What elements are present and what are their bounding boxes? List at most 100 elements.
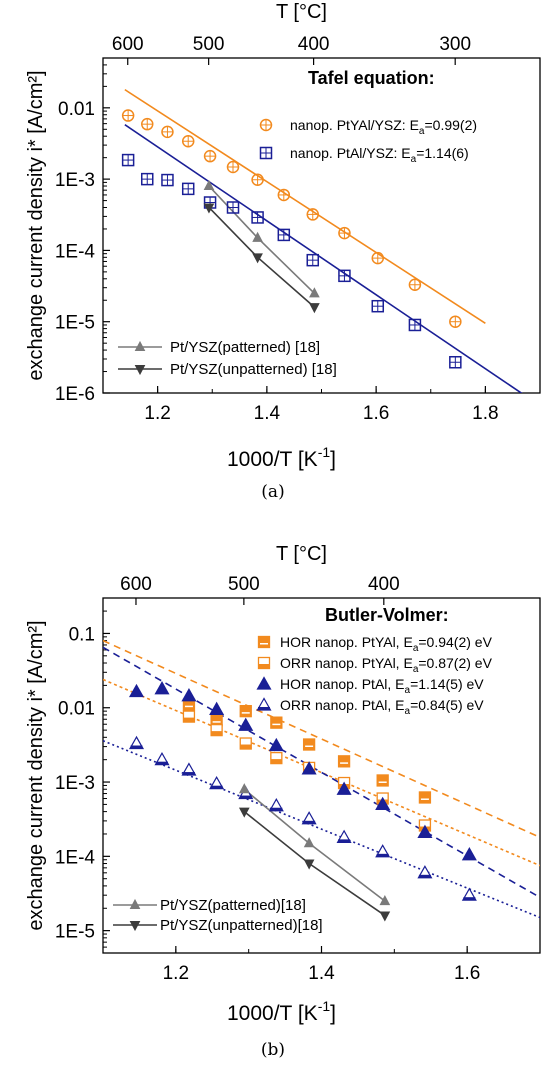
y-tick-label: 0.01 (58, 99, 95, 120)
data-point (140, 117, 154, 131)
top-tick-label: 500 (228, 574, 260, 595)
data-point (181, 182, 195, 196)
data-point (309, 303, 320, 314)
legend-label: HOR nanop. PtYAl, Ea=0.94(2) eV (280, 634, 493, 654)
legend-marker (259, 118, 273, 132)
marker-triangle-down (203, 203, 215, 214)
x-tick-label: 1.6 (363, 403, 389, 424)
marker-half (240, 744, 252, 750)
data-point (181, 688, 197, 702)
legend-marker (259, 146, 273, 160)
data-point (161, 173, 174, 187)
data-point (371, 251, 385, 265)
marker-triangle-up (309, 287, 320, 298)
data-point (309, 287, 320, 298)
top-axis-title: T [°C] (276, 1, 327, 23)
marker-stripe (420, 798, 429, 800)
x-axis-title-end: ] (330, 1002, 336, 1025)
marker-triangle-up (134, 340, 146, 351)
marker-triangle-up (238, 783, 250, 794)
top-tick-label: 600 (112, 34, 144, 55)
y-tick-label: 1E-6 (55, 384, 95, 405)
data-point (449, 315, 462, 328)
marker-half (463, 897, 476, 901)
marker-half (211, 731, 223, 736)
data-point (301, 811, 317, 825)
legend-label-sub: a (413, 664, 419, 675)
data-point (337, 755, 351, 768)
top-axis-title: T [°C] (276, 543, 327, 565)
data-point (375, 844, 391, 858)
y-axis-title: exchange current density i* [A/cm²] (25, 70, 47, 380)
legend-label-value: =0.87(2) eV (418, 655, 492, 671)
top-tick-label: 400 (368, 574, 400, 595)
legend-label: HOR nanop. PtAl, Ea=1.14(5) eV (280, 676, 484, 696)
marker-half (258, 707, 270, 710)
top-tick-label: 300 (439, 34, 471, 55)
data-point (181, 762, 197, 776)
data-point (303, 859, 315, 870)
data-point (210, 723, 223, 737)
x-axis-title: 1000/T [K-1] (227, 444, 336, 471)
legend-marker (129, 898, 141, 909)
legend-label-value: =1.14(5) eV (410, 676, 484, 692)
legend-marker (129, 921, 141, 932)
marker-half (376, 853, 389, 857)
marker-triangle-up (379, 895, 391, 906)
y-axis-title: exchange current density i* [A/cm²] (25, 620, 47, 930)
legend-label: nanop. PtYAl/YSZ: Ea=0.99(2) (290, 117, 477, 137)
plot-frame (102, 57, 541, 394)
legend-label: ORR nanop. PtAl, Ea=0.84(5) eV (280, 697, 484, 717)
marker-square (257, 635, 271, 649)
data-point (251, 173, 264, 186)
marker-triangle-up (203, 179, 215, 191)
legend-label-sub: a (405, 685, 411, 696)
marker-triangle (417, 824, 433, 838)
data-point (203, 203, 215, 214)
data-point (182, 710, 196, 723)
x-axis-title: 1000/T [K-1] (227, 998, 336, 1025)
data-point (121, 153, 135, 167)
legend-marker (134, 340, 146, 351)
data-point (301, 761, 317, 775)
x-tick-label: 1.2 (144, 403, 170, 424)
legend-marker (257, 635, 271, 649)
marker-half (210, 785, 223, 789)
data-point (270, 751, 283, 765)
x-tick-label: 1.6 (454, 963, 480, 984)
data-point (461, 887, 477, 901)
marker-half (258, 664, 270, 669)
legend-label-value: =0.84(5) eV (410, 697, 484, 713)
marker-half (303, 820, 316, 824)
data-layer (121, 88, 523, 393)
data-point (161, 125, 174, 139)
legend-label-name: ORR nanop. PtAl, E (280, 697, 405, 713)
data-point (238, 807, 250, 818)
marker-half (270, 759, 282, 764)
data-point (379, 895, 391, 906)
data-point (379, 911, 391, 922)
data-point (336, 829, 352, 843)
x-axis-title-exp: -1 (318, 998, 331, 1014)
data-point (306, 253, 320, 267)
panel-caption: (b) (261, 1040, 285, 1060)
series-line (243, 788, 386, 902)
legend-label-sub: a (405, 706, 411, 717)
fit-line (103, 739, 540, 919)
top-tick-label: 600 (120, 574, 152, 595)
data-point (226, 160, 240, 174)
marker-stripe (272, 723, 281, 726)
data-point (140, 172, 154, 186)
data-point (121, 109, 135, 122)
marker-half (338, 839, 351, 843)
legend-label-name: nanop. PtYAl/YSZ: E (290, 117, 419, 133)
data-point (375, 796, 391, 811)
marker-stripe (241, 712, 250, 714)
legend-label: Pt/YSZ(unpatterned) [18] (170, 361, 337, 378)
data-point (238, 717, 254, 731)
legend-label: Pt/YSZ(patterned)[18] (160, 897, 306, 914)
data-point (268, 737, 284, 752)
marker-triangle (256, 676, 272, 690)
legend-label-name: HOR nanop. PtYAl, E (280, 634, 413, 650)
legend-label: Pt/YSZ(patterned) [18] (170, 339, 320, 356)
